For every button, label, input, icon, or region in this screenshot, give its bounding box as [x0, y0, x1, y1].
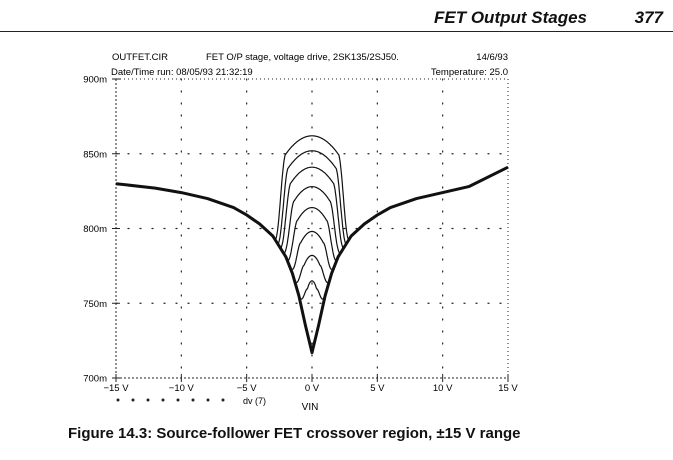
series-line [295, 280, 329, 300]
series-line [289, 230, 335, 271]
curves [115, 135, 509, 355]
y-tick-label: 700m [83, 374, 107, 385]
chart-title: FET O/P stage, voltage drive, 2SK135/2SJ… [206, 52, 399, 63]
tick-labels: 700m 750m 800m 850m 900m −15 V −10 V −5 V 0 V 5 V… [83, 75, 518, 395]
y-tick-label: 800m [83, 224, 107, 235]
legend-marker [206, 398, 210, 402]
legend-marker [116, 398, 120, 402]
y-tick-label: 750m [83, 299, 107, 310]
x-tick-label: −15 V [103, 383, 129, 394]
series-line [277, 150, 347, 245]
y-tick-label: 850m [83, 149, 107, 160]
legend-label: dv (7) [243, 396, 266, 406]
run-time: Date/Time run: 08/05/93 21:32:19 [111, 67, 253, 78]
x-tick-label: 0 V [305, 383, 320, 394]
series-line [274, 135, 350, 241]
series-line [282, 185, 342, 255]
base-curve [115, 165, 509, 355]
legend-marker [161, 398, 165, 402]
chart-header: OUTFET.CIR FET O/P stage, voltage drive,… [111, 52, 508, 78]
series-line [285, 207, 339, 262]
x-tick-label: 5 V [370, 383, 385, 394]
grid [115, 78, 509, 379]
x-axis-label: VIN [302, 402, 319, 413]
chart-date: 14/6/93 [476, 52, 508, 63]
temperature: Temperature: 25.0 [431, 67, 508, 78]
header-rule [0, 31, 673, 32]
legend-marker [146, 398, 150, 402]
x-tick-label: 10 V [433, 383, 453, 394]
legend-marker [176, 398, 180, 402]
axes [112, 78, 509, 382]
figure-caption: Figure 14.3: Source-follower FET crossov… [68, 425, 521, 442]
legend: dv (7) [116, 396, 266, 406]
file-name: OUTFET.CIR [112, 52, 168, 63]
x-tick-label: −5 V [237, 383, 257, 394]
series-line [292, 254, 332, 284]
x-tick-label: 15 V [498, 383, 518, 394]
page-header: FET Output Stages 377 [0, 0, 673, 36]
series-line [279, 166, 345, 249]
chart: OUTFET.CIR FET O/P stage, voltage drive,… [83, 52, 518, 413]
y-tick-label: 900m [83, 75, 107, 86]
page-number: 377 [634, 8, 663, 27]
x-tick-label: −10 V [169, 383, 195, 394]
legend-marker [191, 398, 195, 402]
legend-marker [131, 398, 135, 402]
legend-marker [221, 398, 225, 402]
header-title: FET Output Stages [434, 8, 587, 27]
